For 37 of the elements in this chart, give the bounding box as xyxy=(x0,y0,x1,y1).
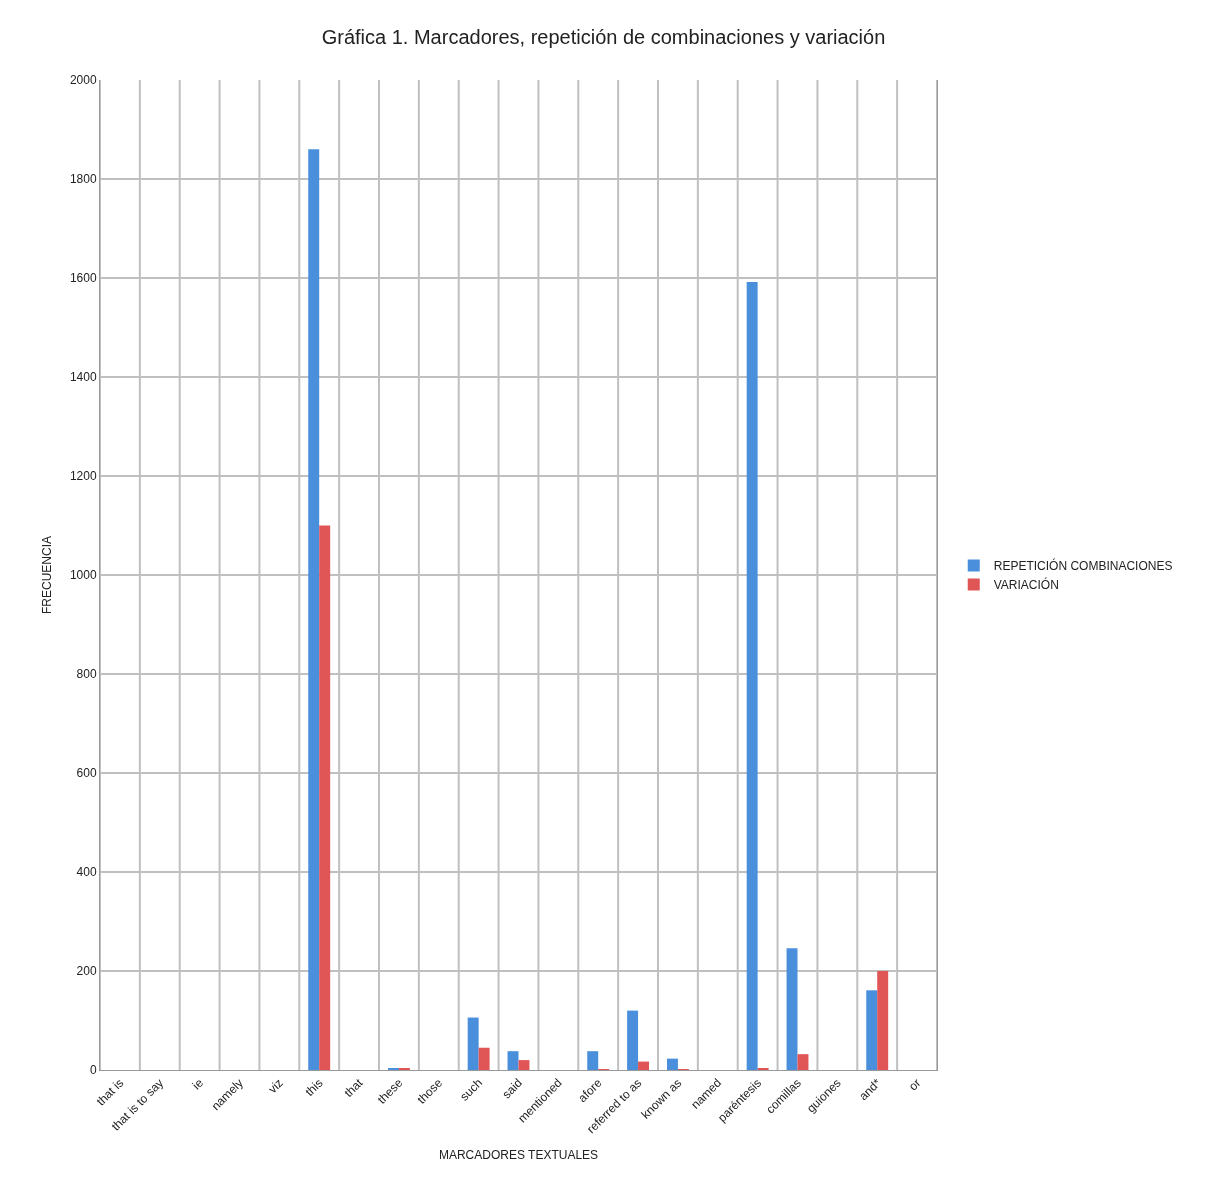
bar xyxy=(877,971,889,1070)
y-tick-label: 1200 xyxy=(69,469,97,484)
bar xyxy=(507,1051,519,1070)
bar xyxy=(627,1010,639,1070)
bar xyxy=(319,525,331,1070)
x-tick-label: viz xyxy=(265,1075,286,1097)
y-tick-label: 800 xyxy=(76,667,97,682)
bar xyxy=(638,1061,650,1070)
x-tick-label: that xyxy=(341,1075,366,1100)
bar xyxy=(308,149,320,1070)
bar xyxy=(478,1047,490,1070)
bar xyxy=(797,1054,809,1070)
bar xyxy=(467,1017,479,1070)
bar xyxy=(786,948,798,1070)
legend-label: VARIACIÓN xyxy=(993,577,1059,593)
y-tick-label: 200 xyxy=(76,964,97,979)
x-tick-label: that is xyxy=(93,1075,127,1109)
y-axis-title: FRECUENCIA xyxy=(40,535,55,615)
y-tick-label: 600 xyxy=(76,766,97,781)
y-tick-label: 1000 xyxy=(69,568,97,583)
y-tick-label: 400 xyxy=(76,865,97,880)
x-tick-label: ie xyxy=(189,1075,207,1093)
legend-label: REPETICIÓN COMBINACIONES xyxy=(993,558,1173,574)
x-tick-label: this xyxy=(302,1075,326,1099)
y-tick-label: 2000 xyxy=(69,73,97,88)
bar xyxy=(866,990,878,1070)
chart-title: Gráfica 1. Marcadores, repetición de combinaciones y variación xyxy=(321,26,886,48)
bar xyxy=(746,281,758,1070)
y-tick-label: 1800 xyxy=(69,172,97,187)
bar xyxy=(518,1060,530,1070)
x-tick-label: or xyxy=(905,1075,924,1094)
x-axis-title: MARCADORES TEXTUALES xyxy=(438,1148,599,1163)
y-tick-label: 0 xyxy=(89,1063,97,1078)
bar xyxy=(587,1051,599,1070)
y-tick-label: 1400 xyxy=(69,370,97,385)
y-tick-label: 1600 xyxy=(69,271,97,286)
bar xyxy=(666,1058,678,1070)
